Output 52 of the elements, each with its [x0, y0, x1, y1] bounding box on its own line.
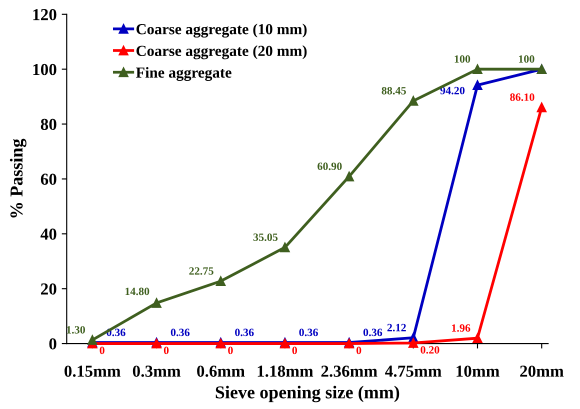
data-label: 0.36 [299, 328, 318, 336]
data-label: 60.90 [318, 162, 342, 170]
legend-label: Fine aggregate [136, 66, 232, 81]
point [344, 172, 354, 182]
data-label: 35.05 [253, 233, 278, 242]
y-tick-label: 0 [49, 338, 56, 350]
point [216, 276, 226, 286]
data-label: 0.36 [170, 328, 190, 336]
data-label: 100 [454, 55, 470, 63]
point [88, 335, 98, 345]
data-label: 0 [164, 346, 169, 354]
x-tick-label: 0.3mm [132, 366, 181, 377]
data-label: 22.75 [189, 267, 214, 275]
data-label: 2.12 [387, 324, 406, 332]
data-label: 94.20 [440, 86, 465, 94]
point [408, 96, 418, 106]
data-label: 0 [228, 346, 233, 354]
point [472, 80, 482, 90]
x-tick-label: 2.36mm [321, 366, 378, 377]
y-tick-label: 40 [40, 228, 56, 240]
y-tick-label: 120 [33, 9, 56, 20]
point [280, 242, 290, 252]
point [408, 338, 418, 348]
y-tick-label: 20 [41, 283, 56, 295]
x-axis-title: Sieve opening size (mm) [216, 386, 400, 402]
x-tick-label: 1.18mm [258, 366, 314, 377]
y-tick-label: 80 [40, 118, 56, 130]
data-label: 88.45 [382, 86, 406, 95]
data-label: 0 [100, 346, 104, 354]
point [152, 298, 162, 308]
data-label: 0.20 [420, 346, 440, 354]
data-label: 14.80 [126, 288, 150, 296]
legend-label: Coarse aggregate (10 mm) [136, 24, 307, 38]
x-tick-label: 20mm [520, 366, 564, 377]
data-label: 0.36 [363, 328, 382, 336]
y-tick-label: 60 [40, 174, 56, 185]
x-tick-label: 4.75mm [385, 366, 442, 377]
point [536, 102, 547, 112]
data-label: 0 [292, 346, 298, 354]
data-label: 0 [356, 346, 362, 354]
data-label: 0.36 [235, 328, 254, 336]
data-label: 100 [518, 55, 534, 63]
x-tick-label: 0.15mm [64, 366, 121, 377]
data-label: 1.96 [452, 324, 470, 332]
point [472, 333, 482, 344]
y-axis-title: % Passing [10, 138, 26, 218]
data-label: 86.10 [510, 93, 534, 101]
legend-label: Coarse aggregate (20 mm) [136, 45, 307, 60]
y-tick-label: 100 [33, 64, 56, 76]
x-tick-label: 10mm [456, 366, 500, 377]
point [472, 64, 482, 74]
x-tick-label: 0.6mm [197, 366, 245, 377]
